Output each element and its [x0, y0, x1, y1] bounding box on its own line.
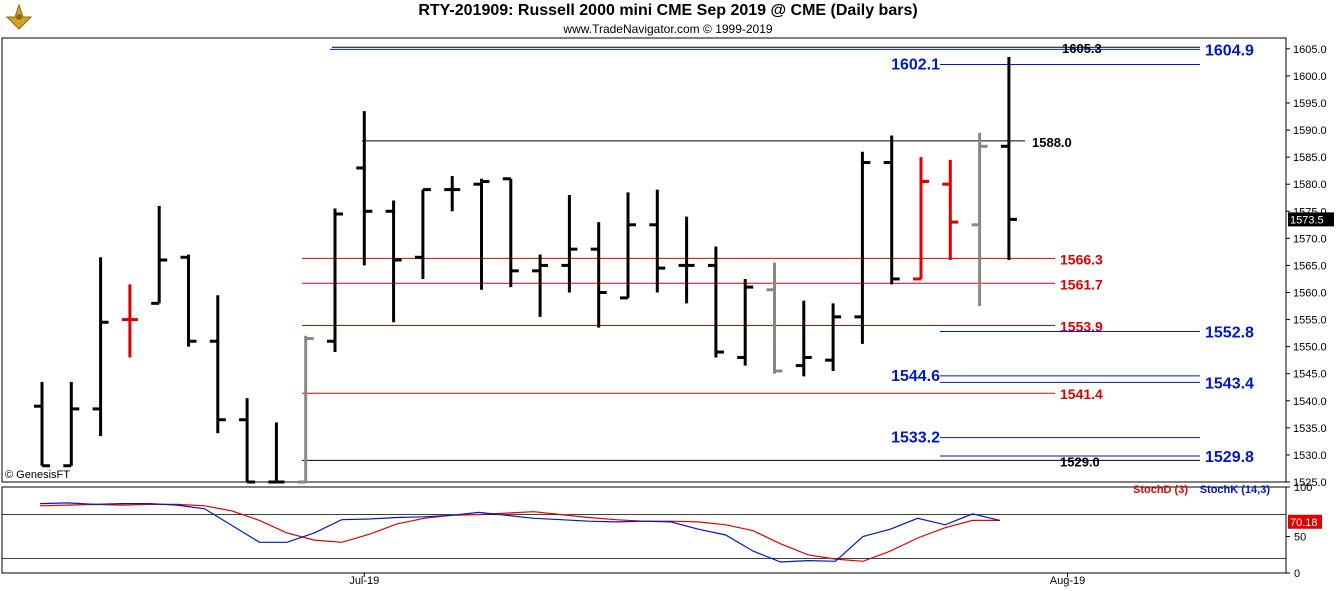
time-tick-label: Aug-19	[1050, 575, 1085, 587]
ohlc-bar	[356, 111, 373, 266]
price-tick-label: 1540.0	[1293, 396, 1327, 408]
level-label: 1533.2	[891, 430, 940, 447]
ohlc-bars	[34, 56, 1017, 484]
ohlc-bar	[34, 381, 50, 468]
level-label: 1561.7	[1060, 276, 1103, 292]
price-tick-label: 1600.0	[1293, 71, 1327, 83]
level-label: 1553.9	[1060, 319, 1103, 335]
ohlc-bar	[180, 254, 197, 347]
ohlc-bar	[971, 132, 988, 307]
ohlc-bar	[1000, 56, 1017, 260]
stochastic-panel: StochD (3) StochK (14,3)	[39, 484, 1271, 563]
trade-navigator-logo	[4, 2, 34, 37]
ohlc-bar	[590, 222, 607, 328]
level-label: 1605.3	[1062, 41, 1102, 56]
price-tick-label: 1550.0	[1293, 342, 1327, 354]
price-tick-label: 1530.0	[1293, 450, 1327, 462]
ohlc-bar	[825, 303, 842, 371]
ohlc-bar	[327, 208, 343, 353]
stoch-d-line	[39, 503, 1000, 562]
stoch-value-box	[1288, 514, 1322, 529]
price-tick-label: 1535.0	[1293, 423, 1327, 435]
ohlc-bar	[502, 177, 519, 288]
price-tick-label: 1595.0	[1293, 98, 1327, 110]
price-tick-label: 1560.0	[1293, 287, 1327, 299]
price-tick-label: 1555.0	[1293, 315, 1327, 327]
ohlc-bar	[942, 159, 959, 260]
price-tick-label: 1565.0	[1293, 260, 1327, 272]
price-tick-label: 1580.0	[1293, 179, 1327, 191]
level-label: 1543.4	[1205, 375, 1254, 392]
price-axis: 1605.01600.01595.01590.01585.01580.01575…	[349, 44, 1334, 587]
ohlc-bar	[532, 254, 549, 317]
level-label: 1544.6	[891, 368, 940, 385]
ohlc-bar	[444, 176, 461, 212]
watermark-text: © GenesisFT	[5, 469, 70, 481]
stoch-tick-label: 100	[1294, 482, 1312, 494]
price-tick-label: 1525.0	[1293, 477, 1327, 489]
stoch-panel-frame	[1, 486, 1287, 574]
chart-title: RTY-201909: Russell 2000 mini CME Sep 20…	[418, 2, 918, 19]
price-tick-label: 1585.0	[1293, 152, 1327, 164]
ohlc-bar	[151, 205, 168, 305]
ohlc-bar	[883, 135, 900, 285]
stoch-value-label: 70.18	[1290, 517, 1318, 529]
ohlc-bar	[649, 189, 666, 293]
level-label: 1541.4	[1060, 386, 1103, 402]
level-label: 1529.0	[1060, 454, 1100, 469]
ohlc-bar	[297, 335, 314, 484]
ohlc-bar	[737, 278, 754, 366]
stoch-d-legend: StochD (3)	[1133, 484, 1188, 496]
ohlc-bar	[678, 216, 695, 304]
price-tick-label: 1570.0	[1293, 233, 1327, 245]
stoch-tick-label: 50	[1294, 532, 1306, 544]
price-tick-label: 1605.0	[1293, 44, 1327, 56]
stoch-tick-label: 0	[1294, 568, 1300, 580]
stoch-k-line	[39, 502, 1001, 563]
stoch-k-legend: StochK (14,3)	[1200, 484, 1271, 496]
ohlc-bar	[913, 157, 929, 281]
ohlc-bar	[561, 195, 578, 293]
price-panel-frame	[1, 37, 1287, 483]
price-tick-label: 1590.0	[1293, 125, 1327, 137]
time-tick-label: Jul-19	[349, 575, 379, 587]
level-label: 1566.3	[1060, 251, 1103, 267]
price-tick-label: 1545.0	[1293, 369, 1327, 381]
ohlc-bar	[63, 381, 80, 468]
ohlc-bar	[414, 188, 431, 279]
ohlc-bar	[209, 295, 226, 434]
ohlc-bar	[473, 178, 490, 290]
chart-subtitle: www.TradeNavigator.com © 1999-2019	[563, 22, 773, 36]
last-price-label: 1573.5	[1290, 214, 1324, 226]
ohlc-bar	[385, 200, 402, 323]
ohlc-bar	[121, 284, 138, 358]
level-label: 1529.8	[1205, 449, 1254, 466]
level-label: 1604.9	[1205, 42, 1254, 59]
ohlc-bar	[854, 151, 871, 344]
level-label: 1552.8	[1205, 324, 1254, 341]
ohlc-bar	[707, 246, 724, 358]
ohlc-bar	[268, 422, 285, 484]
ohlc-bar	[92, 257, 109, 436]
last-price-box	[1288, 212, 1334, 227]
ohlc-bar	[239, 398, 256, 484]
ohlc-bar	[620, 192, 636, 300]
level-label: 1588.0	[1032, 135, 1072, 150]
ohlc-bar	[766, 262, 783, 374]
price-levels: 1605.3 1604.9 1602.1 1588.0 1566.3 1561.7 1553…	[302, 41, 1254, 469]
level-label: 1602.1	[891, 57, 940, 74]
ohlc-bar	[795, 300, 812, 377]
